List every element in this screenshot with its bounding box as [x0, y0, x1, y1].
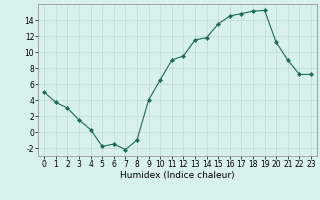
X-axis label: Humidex (Indice chaleur): Humidex (Indice chaleur) — [120, 171, 235, 180]
